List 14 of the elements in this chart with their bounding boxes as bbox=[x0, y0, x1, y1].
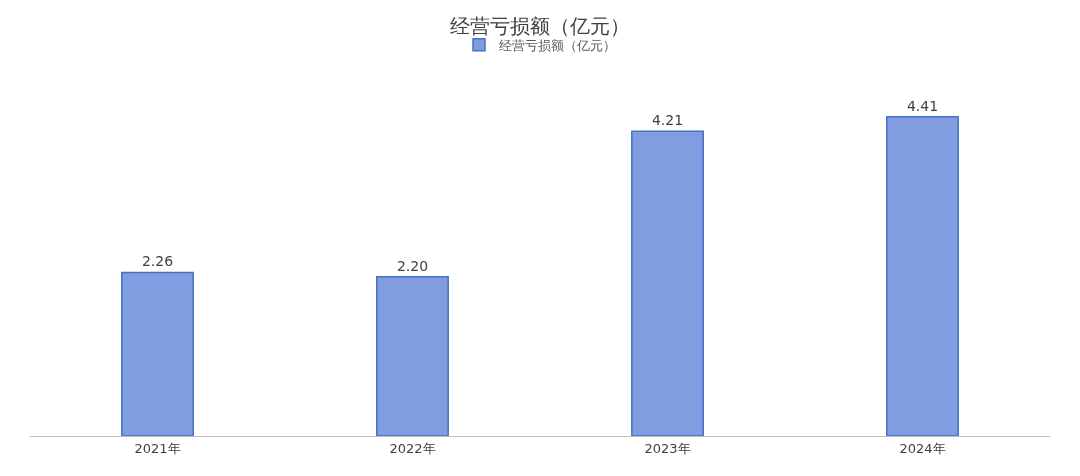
data-label: 2.26 bbox=[141, 253, 174, 270]
data-label: 2.20 bbox=[396, 257, 429, 274]
legend-label: 经营亏损额（亿元） bbox=[499, 37, 616, 53]
bar bbox=[121, 271, 194, 436]
bar bbox=[376, 276, 449, 436]
data-label: 4.41 bbox=[906, 97, 939, 114]
data-label: 4.21 bbox=[651, 112, 684, 129]
chart-title: 经营亏损额（亿元） bbox=[450, 14, 630, 39]
x-tick-label: 2023年 bbox=[644, 440, 691, 456]
x-tick-label: 2024年 bbox=[899, 440, 946, 456]
x-tick-label: 2022年 bbox=[389, 440, 436, 456]
bar bbox=[886, 116, 959, 436]
x-tick-label: 2021年 bbox=[134, 440, 181, 456]
bar bbox=[631, 130, 704, 436]
